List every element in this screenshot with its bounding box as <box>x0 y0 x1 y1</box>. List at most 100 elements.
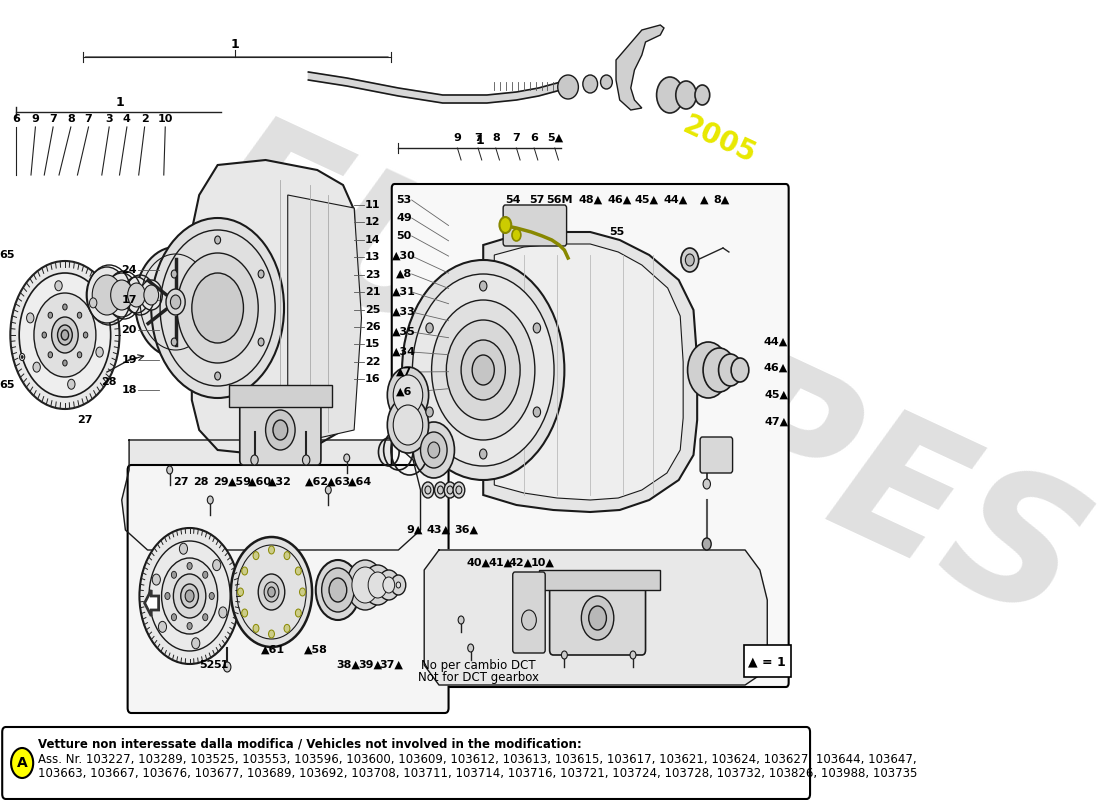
FancyBboxPatch shape <box>229 385 332 407</box>
Circle shape <box>48 312 53 318</box>
Text: 7: 7 <box>513 133 520 143</box>
Circle shape <box>434 482 447 498</box>
Text: 65: 65 <box>0 250 15 260</box>
Text: ▲33: ▲33 <box>393 307 416 317</box>
Circle shape <box>675 81 696 109</box>
Circle shape <box>223 662 231 672</box>
Circle shape <box>177 253 258 363</box>
Text: ▲32: ▲32 <box>268 477 293 487</box>
Circle shape <box>426 407 433 417</box>
Circle shape <box>447 486 453 494</box>
FancyBboxPatch shape <box>128 465 449 713</box>
FancyBboxPatch shape <box>539 570 660 590</box>
Circle shape <box>174 574 206 618</box>
Circle shape <box>10 261 120 409</box>
Text: 56M: 56M <box>546 195 572 205</box>
Text: 57: 57 <box>529 195 544 205</box>
Circle shape <box>387 367 429 423</box>
Circle shape <box>86 267 128 323</box>
Text: ▲58: ▲58 <box>304 645 328 655</box>
FancyBboxPatch shape <box>503 205 566 246</box>
Text: 103663, 103667, 103676, 103677, 103689, 103692, 103708, 103711, 103714, 103716, : 103663, 103667, 103676, 103677, 103689, … <box>39 766 917 779</box>
Text: ▲7: ▲7 <box>396 367 412 377</box>
Circle shape <box>77 312 81 318</box>
Circle shape <box>363 565 393 605</box>
Text: 43▲: 43▲ <box>427 525 451 535</box>
Text: 49: 49 <box>396 213 412 223</box>
Text: 5▲: 5▲ <box>547 133 563 143</box>
Text: 25: 25 <box>365 305 381 315</box>
Circle shape <box>63 304 67 310</box>
Polygon shape <box>288 195 362 445</box>
Circle shape <box>209 593 214 599</box>
Circle shape <box>253 552 258 560</box>
Circle shape <box>170 295 180 309</box>
Text: 27: 27 <box>77 415 92 425</box>
Circle shape <box>148 541 230 651</box>
Text: No per cambio DCT: No per cambio DCT <box>421 659 536 673</box>
Circle shape <box>34 293 96 377</box>
FancyBboxPatch shape <box>744 645 791 677</box>
Circle shape <box>534 323 540 333</box>
Ellipse shape <box>601 75 613 89</box>
Text: 41▲: 41▲ <box>488 558 513 568</box>
Text: ▲61: ▲61 <box>261 645 285 655</box>
Text: 48▲: 48▲ <box>579 195 603 205</box>
Text: 1: 1 <box>116 97 124 110</box>
Circle shape <box>512 229 521 241</box>
Circle shape <box>458 616 464 624</box>
Text: ▲62: ▲62 <box>305 477 329 487</box>
Text: 24: 24 <box>121 265 136 275</box>
Circle shape <box>377 570 400 600</box>
Circle shape <box>321 568 354 612</box>
Text: ▲64: ▲64 <box>348 477 372 487</box>
Circle shape <box>180 584 198 608</box>
Text: ▲30: ▲30 <box>393 251 416 261</box>
Text: 8: 8 <box>492 133 499 143</box>
Text: 39▲: 39▲ <box>359 660 383 670</box>
Circle shape <box>681 248 698 272</box>
Circle shape <box>316 560 360 620</box>
Circle shape <box>63 360 67 366</box>
Polygon shape <box>122 440 420 550</box>
Text: 7: 7 <box>85 114 92 124</box>
Circle shape <box>166 289 185 315</box>
Circle shape <box>296 609 301 617</box>
Text: 15: 15 <box>365 339 381 349</box>
Text: 10: 10 <box>157 114 173 124</box>
Circle shape <box>185 590 194 602</box>
Text: ▲ = 1: ▲ = 1 <box>748 655 786 669</box>
FancyBboxPatch shape <box>240 395 321 465</box>
Text: 10▲: 10▲ <box>531 558 554 568</box>
Circle shape <box>55 281 63 290</box>
Circle shape <box>187 562 192 570</box>
Circle shape <box>581 596 614 640</box>
Text: 17: 17 <box>121 295 136 305</box>
Text: 27: 27 <box>173 477 188 487</box>
Polygon shape <box>483 232 697 512</box>
Text: 22: 22 <box>365 357 381 367</box>
Circle shape <box>21 355 23 358</box>
Ellipse shape <box>583 75 597 93</box>
Circle shape <box>695 85 710 105</box>
Circle shape <box>140 280 163 310</box>
Circle shape <box>444 482 455 498</box>
Circle shape <box>106 273 138 317</box>
Circle shape <box>251 455 258 465</box>
Circle shape <box>214 236 221 244</box>
Text: 16: 16 <box>365 374 381 384</box>
Text: 29: 29 <box>213 477 229 487</box>
Circle shape <box>140 528 240 664</box>
Circle shape <box>703 348 736 392</box>
Text: 21: 21 <box>365 287 381 297</box>
Circle shape <box>92 275 122 315</box>
Circle shape <box>420 432 447 468</box>
Text: 28: 28 <box>101 377 117 387</box>
Circle shape <box>48 352 53 358</box>
Circle shape <box>302 455 310 465</box>
Circle shape <box>412 274 554 466</box>
Circle shape <box>151 218 284 398</box>
Text: A: A <box>16 756 28 770</box>
Circle shape <box>135 247 217 357</box>
Circle shape <box>425 486 431 494</box>
